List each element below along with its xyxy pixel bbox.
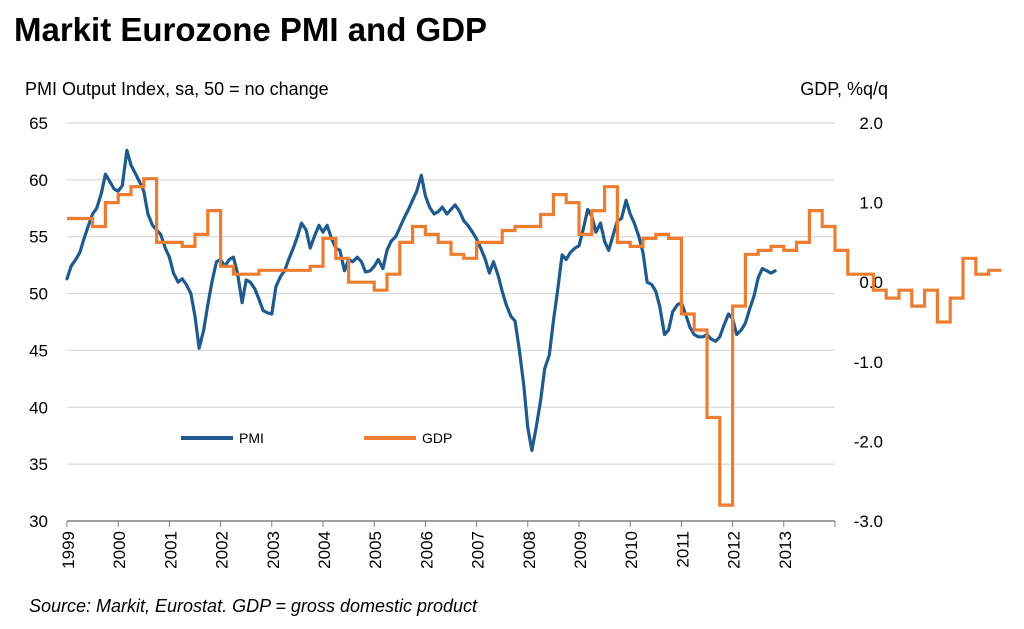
x-tick-label: 2000 bbox=[110, 531, 129, 569]
x-tick-label: 2001 bbox=[161, 531, 180, 569]
right-tick-label: -3.0 bbox=[854, 512, 883, 531]
left-tick-label: 45 bbox=[29, 341, 48, 360]
x-tick-label: 2005 bbox=[366, 531, 385, 569]
left-tick-label: 35 bbox=[29, 455, 48, 474]
x-tick-label: 2009 bbox=[571, 531, 590, 569]
left-axis-label: PMI Output Index, sa, 50 = no change bbox=[25, 79, 329, 99]
x-axis-ticks: 1999 2000 2001 2002 2003 2004 2005 2006 2007 2008… bbox=[59, 531, 795, 569]
left-tick-label: 55 bbox=[29, 228, 48, 247]
right-tick-label: 0.0 bbox=[859, 273, 883, 292]
x-tick-label: 2010 bbox=[622, 531, 641, 569]
x-tick-label: 1999 bbox=[59, 531, 78, 569]
x-tick-label: 2008 bbox=[520, 531, 539, 569]
x-tick-label: 2006 bbox=[417, 531, 436, 569]
right-tick-label: 2.0 bbox=[859, 114, 883, 133]
right-axis-ticks: -3.0 -2.0 -1.0 0.0 1.0 2.0 bbox=[854, 114, 883, 531]
series-line-gdp bbox=[67, 177, 1002, 507]
series bbox=[65, 148, 1002, 507]
right-tick-label: -2.0 bbox=[854, 432, 883, 451]
chart-title: Markit Eurozone PMI and GDP bbox=[14, 11, 487, 48]
left-tick-label: 40 bbox=[29, 398, 48, 417]
right-axis-label: GDP, %q/q bbox=[800, 79, 888, 99]
x-tick-label: 2003 bbox=[264, 531, 283, 569]
left-tick-label: 50 bbox=[29, 285, 48, 304]
legend-pmi-label: PMI bbox=[239, 430, 264, 446]
right-tick-label: 1.0 bbox=[859, 194, 883, 213]
series-line-pmi bbox=[65, 148, 777, 453]
x-tick-label: 2013 bbox=[776, 531, 795, 569]
x-tick-label: 2012 bbox=[725, 531, 744, 569]
left-tick-label: 60 bbox=[29, 171, 48, 190]
x-tick-label: 2011 bbox=[673, 531, 692, 568]
left-tick-label: 30 bbox=[29, 512, 48, 531]
left-tick-label: 65 bbox=[29, 114, 48, 133]
x-tick-label: 2002 bbox=[213, 531, 232, 569]
source-note: Source: Markit, Eurostat. GDP = gross do… bbox=[29, 596, 478, 616]
legend: PMI GDP bbox=[181, 430, 452, 446]
x-tick-label: 2004 bbox=[315, 531, 334, 569]
right-tick-label: -1.0 bbox=[854, 353, 883, 372]
x-tick-label: 2007 bbox=[469, 531, 488, 569]
left-axis-ticks: 30 35 40 45 50 55 60 65 bbox=[29, 114, 48, 531]
gridlines bbox=[67, 122, 835, 465]
legend-gdp-label: GDP bbox=[422, 430, 452, 446]
axes bbox=[66, 520, 836, 527]
